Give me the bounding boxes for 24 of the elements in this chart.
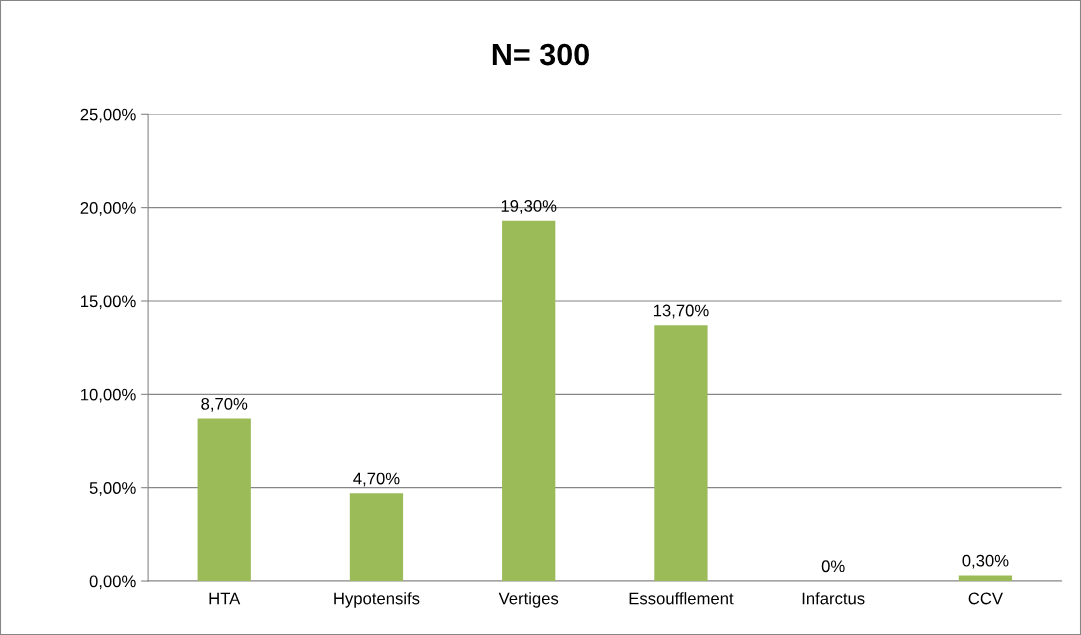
data-label: 0% — [821, 560, 845, 573]
chart-title: N= 300 — [492, 43, 589, 66]
y-tick-label: 10,00% — [81, 388, 136, 403]
y-tick-label: 15,00% — [81, 295, 136, 310]
x-tick-label: Essoufflement — [629, 592, 734, 605]
data-label: 8,70% — [201, 397, 248, 412]
data-label: 0,30% — [962, 554, 1009, 569]
data-label: 13,70% — [653, 304, 709, 319]
data-label: 19,30% — [501, 200, 557, 214]
x-tick-label: CCV — [968, 592, 1003, 605]
bar — [502, 220, 556, 582]
data-label: 4,70% — [353, 472, 400, 487]
x-tick-label: Infarctus — [802, 592, 865, 605]
x-tick-label: Vertiges — [498, 592, 559, 608]
y-tick-label: 5,00% — [89, 482, 136, 496]
bar — [349, 493, 404, 582]
y-tick-label: 20,00% — [80, 202, 136, 216]
x-tick-label: HTA — [209, 592, 241, 605]
bar — [197, 418, 251, 582]
bar — [654, 325, 708, 582]
bar — [958, 575, 1013, 582]
x-tick-label: Hypotensifs — [334, 592, 420, 608]
y-tick-label: 25,00% — [80, 108, 136, 123]
y-tick-label: 0,00% — [89, 575, 136, 590]
